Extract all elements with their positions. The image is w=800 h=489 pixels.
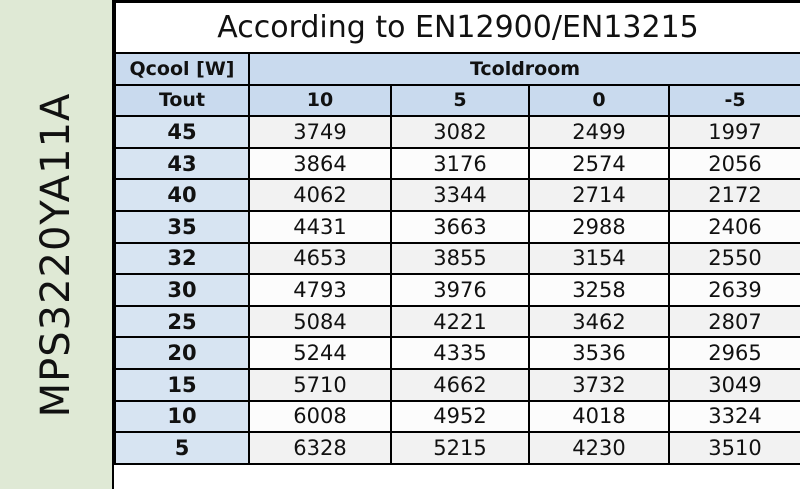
value-cell: 3049 <box>667 367 800 402</box>
value-cell: 2639 <box>667 273 800 307</box>
value-cell: 2965 <box>667 336 800 370</box>
value-cell: 3258 <box>528 273 670 307</box>
table-row: 10 6008 4952 4018 3324 <box>114 399 800 434</box>
model-label-panel: MPS3220YA11A <box>0 0 114 489</box>
value-cell: 5084 <box>248 304 392 339</box>
value-cell: 4062 <box>248 178 392 212</box>
corner-label: Qcool [W] <box>114 52 250 86</box>
tout-cell: 40 <box>114 178 250 212</box>
tout-cell: 43 <box>114 146 250 181</box>
value-cell: 3344 <box>390 178 530 212</box>
value-cell: 2574 <box>528 146 670 181</box>
value-cell: 3864 <box>248 146 392 181</box>
tout-cell: 5 <box>114 431 250 465</box>
value-cell: 3176 <box>390 146 530 181</box>
value-cell: 6328 <box>248 431 392 465</box>
value-cell: 3976 <box>390 273 530 307</box>
value-cell: 2406 <box>667 209 800 244</box>
value-cell: 3510 <box>667 431 800 465</box>
value-cell: 5710 <box>248 367 392 402</box>
table-row: 40 4062 3344 2714 2172 <box>114 178 800 212</box>
table-row: 20 5244 4335 3536 2965 <box>114 336 800 370</box>
value-cell: 3536 <box>528 336 670 370</box>
value-cell: 1997 <box>667 115 800 149</box>
table-row: 32 4653 3855 3154 2550 <box>114 241 800 276</box>
value-cell: 3154 <box>528 241 670 276</box>
value-cell: 3082 <box>390 115 530 149</box>
table-title: According to EN12900/EN13215 <box>113 0 800 54</box>
value-cell: 6008 <box>248 399 392 434</box>
column-header: -5 <box>667 83 800 118</box>
table-row: 15 5710 4662 3732 3049 <box>114 367 800 402</box>
column-header: 0 <box>528 83 670 118</box>
value-cell: 5244 <box>248 336 392 370</box>
tout-cell: 10 <box>114 399 250 434</box>
tout-cell: 20 <box>114 336 250 370</box>
value-cell: 3749 <box>248 115 392 149</box>
table-row: 45 3749 3082 2499 1997 <box>114 115 800 149</box>
value-cell: 2499 <box>528 115 670 149</box>
value-cell: 4335 <box>390 336 530 370</box>
value-cell: 4793 <box>248 273 392 307</box>
column-header: 5 <box>390 83 530 118</box>
value-cell: 4018 <box>528 399 670 434</box>
model-name: MPS3220YA11A <box>33 92 79 418</box>
tout-cell: 25 <box>114 304 250 339</box>
value-cell: 5215 <box>390 431 530 465</box>
value-cell: 2056 <box>667 146 800 181</box>
table-row: 35 4431 3663 2988 2406 <box>114 209 800 244</box>
row-header: Tout <box>114 83 250 118</box>
value-cell: 2172 <box>667 178 800 212</box>
tout-cell: 30 <box>114 273 250 307</box>
value-cell: 4230 <box>528 431 670 465</box>
capacity-table: According to EN12900/EN13215 Qcool [W] T… <box>113 0 800 465</box>
value-cell: 3855 <box>390 241 530 276</box>
tout-cell: 15 <box>114 367 250 402</box>
value-cell: 3462 <box>528 304 670 339</box>
table-row: 25 5084 4221 3462 2807 <box>114 304 800 339</box>
value-cell: 4431 <box>248 209 392 244</box>
column-group-header: Tcoldroom <box>247 52 800 86</box>
value-cell: 3732 <box>528 367 670 402</box>
value-cell: 2807 <box>667 304 800 339</box>
value-cell: 2714 <box>528 178 670 212</box>
value-cell: 2550 <box>667 241 800 276</box>
column-header: 10 <box>248 83 392 118</box>
value-cell: 3663 <box>390 209 530 244</box>
tout-cell: 45 <box>114 115 250 149</box>
tout-cell: 35 <box>114 209 250 244</box>
value-cell: 4221 <box>390 304 530 339</box>
table-row: 5 6328 5215 4230 3510 <box>114 431 800 465</box>
value-cell: 4662 <box>390 367 530 402</box>
tout-cell: 32 <box>114 241 250 276</box>
value-cell: 4653 <box>248 241 392 276</box>
table-row: 43 3864 3176 2574 2056 <box>114 146 800 181</box>
value-cell: 3324 <box>667 399 800 434</box>
value-cell: 4952 <box>390 399 530 434</box>
table-row: 30 4793 3976 3258 2639 <box>114 273 800 307</box>
value-cell: 2988 <box>528 209 670 244</box>
